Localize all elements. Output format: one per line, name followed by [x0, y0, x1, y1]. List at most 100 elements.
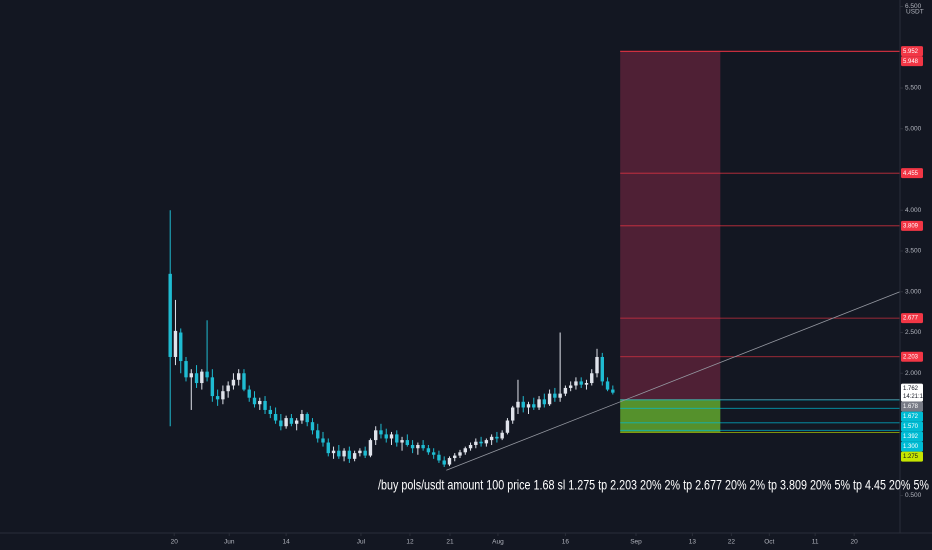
candle-body: [484, 440, 489, 444]
candle-body: [200, 371, 204, 384]
y-tick-label: 4.000: [905, 207, 922, 214]
candle-body: [221, 391, 225, 400]
candle-body: [495, 436, 499, 439]
candle-body: [273, 414, 278, 421]
candle-body: [537, 399, 541, 408]
candle-body: [205, 371, 209, 378]
candle-body: [194, 373, 199, 384]
y-tick-label: 3.500: [905, 248, 922, 255]
price-label: 2.203: [903, 354, 919, 360]
candle-body: [553, 393, 557, 398]
candle-body: [179, 332, 183, 362]
candle-body: [316, 430, 320, 439]
candle-body: [294, 420, 299, 424]
x-tick-label: 20: [851, 539, 859, 546]
y-tick-label: 2.500: [905, 329, 922, 336]
price-label-box: [901, 351, 923, 362]
x-tick-label: 16: [562, 539, 570, 546]
candle-body: [458, 452, 462, 456]
candle-body: [263, 400, 267, 410]
y-tick-label: 6.500: [905, 3, 922, 10]
candle-body: [342, 450, 346, 457]
price-label: 1.275: [903, 454, 919, 460]
candle-body: [526, 404, 531, 408]
candle-body: [442, 460, 446, 465]
candle-body: [521, 401, 525, 408]
x-tick-label: 21: [446, 539, 454, 546]
x-tick-label: 14: [283, 539, 291, 546]
candle-body: [305, 414, 309, 423]
y-axis-unit: USDT: [906, 9, 924, 16]
price-label-box: [901, 411, 923, 422]
candle-body: [453, 455, 457, 459]
candle-body: [189, 373, 193, 378]
candle-body: [379, 430, 383, 435]
price-label: 1.300: [903, 444, 919, 450]
candle-body: [463, 448, 467, 453]
candle-body: [210, 377, 215, 397]
candle-body: [426, 448, 431, 453]
price-label-box: [901, 451, 923, 462]
stop-zone: [620, 399, 721, 433]
price-label: 1.762: [903, 386, 919, 392]
candle-body: [532, 404, 536, 408]
target-zone: [620, 51, 721, 400]
candle-body: [258, 400, 262, 405]
price-label: 1.392: [903, 434, 919, 440]
x-tick-label: 12: [406, 539, 414, 546]
candle-body: [226, 385, 230, 392]
candle-body: [405, 440, 410, 445]
candle-body: [300, 414, 304, 421]
candle-body: [590, 373, 594, 384]
candle-body: [489, 436, 494, 441]
price-label: 3.809: [903, 223, 919, 229]
candle-body: [168, 273, 172, 357]
candle-body: [279, 420, 283, 427]
candle-body: [574, 381, 578, 386]
candle-body: [421, 444, 425, 449]
x-tick-label: 11: [812, 539, 819, 546]
candle-body: [215, 396, 220, 400]
candle-body: [326, 442, 330, 454]
order-annotation: /buy pols/usdt amount 100 price 1.68 sl …: [378, 477, 929, 493]
candle-body: [547, 393, 552, 405]
candle-body: [184, 361, 188, 378]
candle-body: [374, 430, 378, 441]
price-label: 1.672: [903, 414, 919, 420]
y-tick-label: 0.500: [905, 492, 922, 499]
candle-body: [431, 452, 436, 455]
x-tick-label: 13: [689, 539, 697, 546]
y-tick-label: 5.500: [905, 85, 922, 92]
countdown-label: 14:21:12: [903, 394, 927, 400]
candle-body: [558, 393, 562, 398]
candle-body: [611, 389, 615, 393]
candle-body: [410, 444, 415, 449]
candle-body: [516, 401, 520, 408]
y-tick-label: 5.000: [905, 125, 922, 132]
candle-body: [479, 441, 483, 444]
price-label-box: [901, 431, 923, 442]
candle-body: [268, 409, 273, 415]
candle-body: [352, 453, 357, 459]
candle-body: [400, 440, 404, 443]
price-label: 5.952: [903, 49, 919, 55]
candle-body: [289, 418, 294, 424]
candle-body: [579, 381, 583, 385]
candle-body: [447, 458, 452, 465]
price-label: 1.678: [903, 404, 919, 410]
candle-body: [252, 397, 257, 405]
x-tick-label: Jul: [357, 539, 366, 546]
price-label: 1.570: [903, 424, 919, 430]
candle-body: [237, 373, 241, 380]
candle-body: [358, 450, 362, 454]
price-label-box: [901, 383, 923, 402]
price-label-box: [901, 401, 923, 412]
candle-body: [563, 387, 568, 394]
candle-body: [173, 330, 178, 357]
candle-body: [284, 418, 288, 427]
x-tick-label: Aug: [492, 539, 504, 546]
price-label-box: [901, 56, 923, 67]
